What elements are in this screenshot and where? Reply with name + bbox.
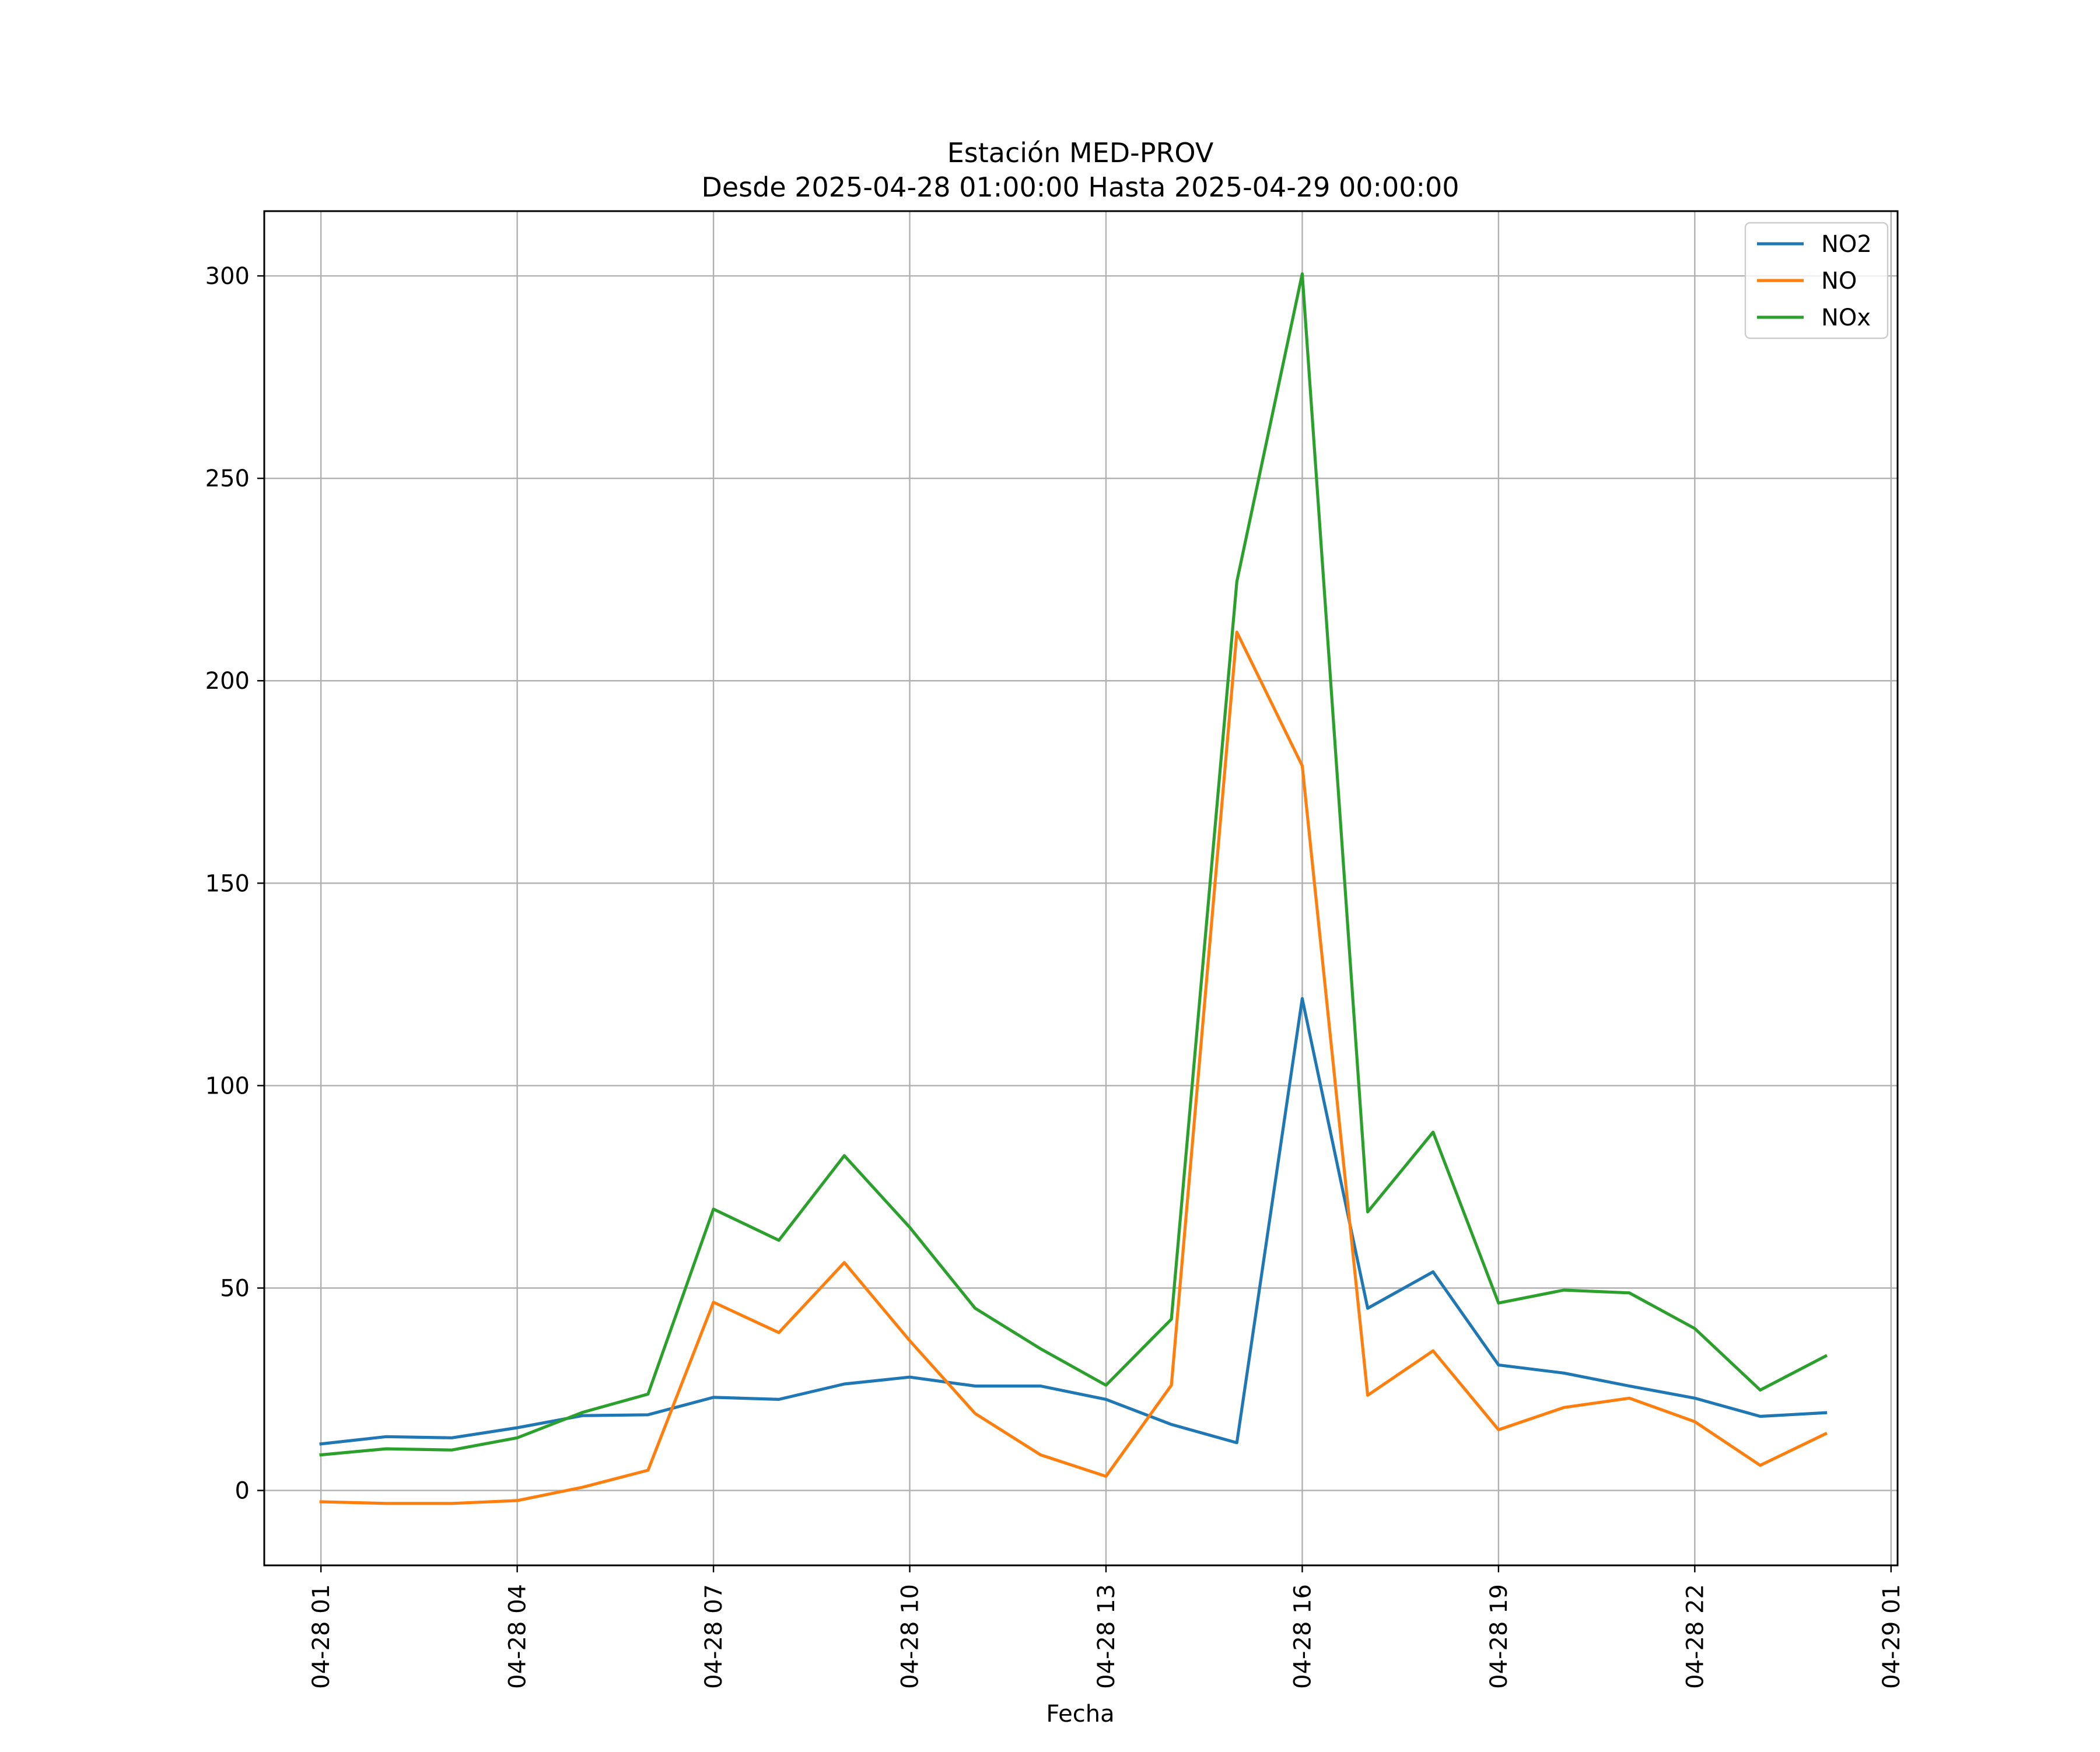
y-tick-label: 0	[235, 1478, 250, 1505]
legend-label-no: NO	[1821, 268, 1857, 295]
x-tick-label: 04-29 01	[1878, 1584, 1905, 1689]
plot-frame	[263, 210, 1899, 1567]
grid	[264, 211, 1898, 1565]
legend-label-nox: NOx	[1821, 304, 1871, 331]
chart-subtitle: Desde 2025-04-28 01:00:00 Hasta 2025-04-…	[701, 171, 1459, 203]
x-tick-label: 04-28 01	[308, 1584, 335, 1689]
legend-box	[1744, 222, 1889, 339]
y-tick-label: 250	[205, 465, 250, 492]
chart-title: Estación MED-PROV	[947, 137, 1214, 169]
x-tick-label: 04-28 07	[701, 1584, 727, 1689]
x-axis-label: Fecha	[1046, 1701, 1114, 1728]
x-tick-label: 04-28 10	[897, 1584, 924, 1689]
series-line-no2	[319, 997, 1828, 1446]
x-tick-label: 04-28 04	[505, 1584, 531, 1689]
x-tick-label: 04-28 13	[1093, 1584, 1120, 1689]
series-line-no	[319, 630, 1828, 1505]
series-line-nox	[319, 272, 1828, 1457]
y-axis: 0 50 100 150 200 250 300	[205, 263, 264, 1505]
x-axis: 04-28 01 04-28 04 04-28 07 04-28 10 04-28 13…	[308, 1565, 1905, 1689]
x-tick-label: 04-28 22	[1682, 1584, 1709, 1689]
legend: NO2 NO NOx	[1744, 222, 1889, 339]
y-tick-label: 50	[220, 1275, 250, 1302]
x-tick-label: 04-28 19	[1486, 1584, 1513, 1689]
y-tick-label: 150	[205, 870, 250, 897]
x-tick-label: 04-28 16	[1289, 1584, 1316, 1689]
y-tick-label: 200	[205, 668, 250, 695]
y-tick-label: 100	[205, 1073, 250, 1099]
series-lines	[319, 272, 1828, 1505]
y-tick-label: 300	[205, 263, 250, 290]
legend-label-no2: NO2	[1821, 231, 1872, 258]
